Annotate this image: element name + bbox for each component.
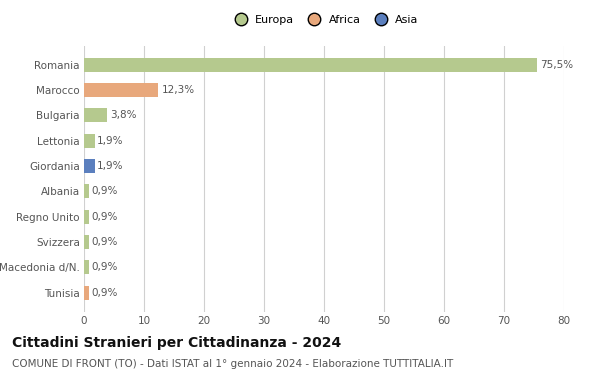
- Text: 0,9%: 0,9%: [91, 212, 118, 222]
- Bar: [84, 260, 89, 274]
- Bar: [84, 159, 95, 173]
- Bar: [84, 108, 107, 122]
- Text: COMUNE DI FRONT (TO) - Dati ISTAT al 1° gennaio 2024 - Elaborazione TUTTITALIA.I: COMUNE DI FRONT (TO) - Dati ISTAT al 1° …: [12, 359, 453, 369]
- Text: 0,9%: 0,9%: [91, 262, 118, 272]
- Bar: [84, 83, 158, 97]
- Bar: [84, 58, 537, 71]
- Text: 1,9%: 1,9%: [97, 136, 124, 146]
- Text: 0,9%: 0,9%: [91, 288, 118, 298]
- Bar: [84, 210, 89, 223]
- Text: 0,9%: 0,9%: [91, 186, 118, 196]
- Text: 75,5%: 75,5%: [541, 60, 574, 70]
- Text: 0,9%: 0,9%: [91, 237, 118, 247]
- Text: 3,8%: 3,8%: [110, 110, 137, 120]
- Text: Cittadini Stranieri per Cittadinanza - 2024: Cittadini Stranieri per Cittadinanza - 2…: [12, 336, 341, 350]
- Legend: Europa, Africa, Asia: Europa, Africa, Asia: [225, 11, 423, 29]
- Bar: [84, 134, 95, 147]
- Bar: [84, 184, 89, 198]
- Bar: [84, 286, 89, 299]
- Text: 12,3%: 12,3%: [161, 85, 194, 95]
- Bar: [84, 235, 89, 249]
- Text: 1,9%: 1,9%: [97, 161, 124, 171]
